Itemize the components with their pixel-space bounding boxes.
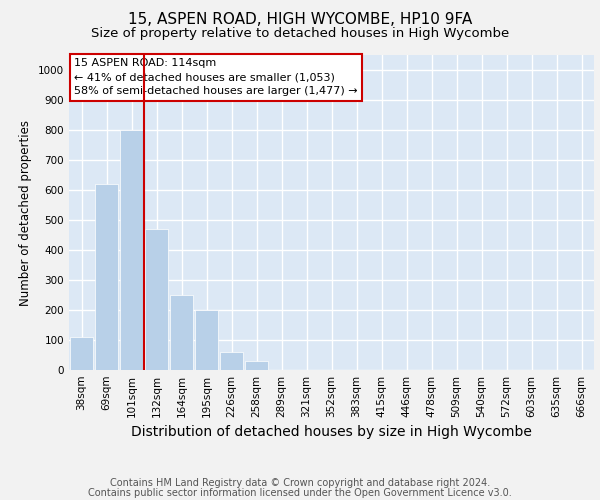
Text: Size of property relative to detached houses in High Wycombe: Size of property relative to detached ho… — [91, 28, 509, 40]
Text: 15 ASPEN ROAD: 114sqm
← 41% of detached houses are smaller (1,053)
58% of semi-d: 15 ASPEN ROAD: 114sqm ← 41% of detached … — [74, 58, 358, 96]
Y-axis label: Number of detached properties: Number of detached properties — [19, 120, 32, 306]
Text: 15, ASPEN ROAD, HIGH WYCOMBE, HP10 9FA: 15, ASPEN ROAD, HIGH WYCOMBE, HP10 9FA — [128, 12, 472, 28]
Bar — [245, 361, 268, 370]
X-axis label: Distribution of detached houses by size in High Wycombe: Distribution of detached houses by size … — [131, 426, 532, 440]
Bar — [170, 295, 193, 370]
Bar — [70, 337, 94, 370]
Bar — [220, 352, 244, 370]
Bar — [194, 310, 218, 370]
Bar — [145, 229, 169, 370]
Text: Contains HM Land Registry data © Crown copyright and database right 2024.: Contains HM Land Registry data © Crown c… — [110, 478, 490, 488]
Text: Contains public sector information licensed under the Open Government Licence v3: Contains public sector information licen… — [88, 488, 512, 498]
Bar — [95, 184, 118, 370]
Bar — [119, 130, 143, 370]
